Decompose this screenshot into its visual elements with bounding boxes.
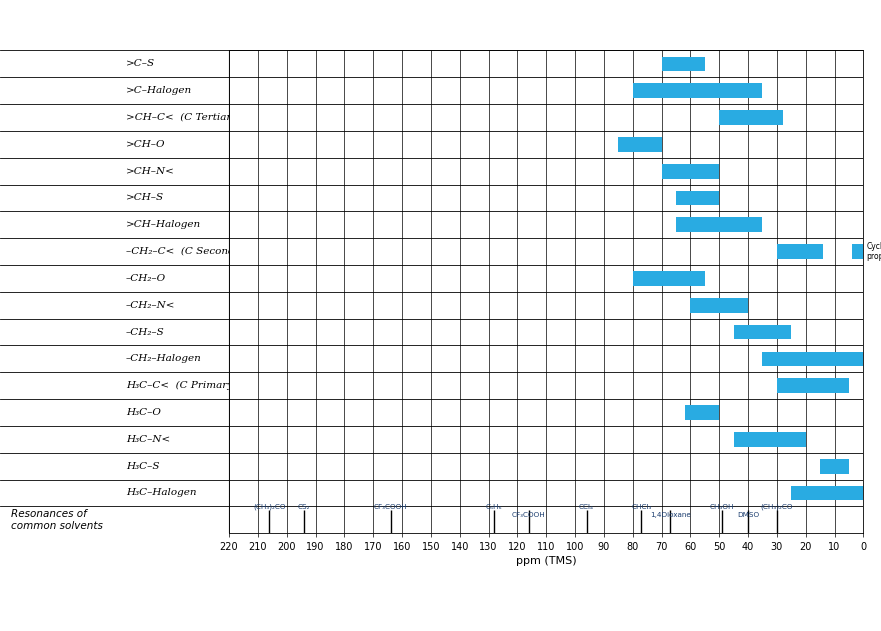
Bar xyxy=(791,486,863,500)
Text: –CH₂–Halogen: –CH₂–Halogen xyxy=(126,355,202,363)
Text: CF₃COOH: CF₃COOH xyxy=(512,512,546,519)
Text: >C–S: >C–S xyxy=(126,59,155,68)
Text: DMSO: DMSO xyxy=(737,512,759,519)
Text: H₃C–N<: H₃C–N< xyxy=(126,435,170,444)
Text: –CH₂–N<: –CH₂–N< xyxy=(126,301,175,310)
Text: >CH–Halogen: >CH–Halogen xyxy=(126,220,201,229)
Text: CHCl₃: CHCl₃ xyxy=(631,504,652,510)
Text: H₃C–S: H₃C–S xyxy=(126,462,159,471)
Bar xyxy=(719,110,782,125)
Bar xyxy=(691,298,748,312)
Bar xyxy=(633,271,705,286)
Text: >C–Halogen: >C–Halogen xyxy=(126,86,192,95)
Bar xyxy=(633,83,762,98)
Bar xyxy=(852,244,863,259)
Text: >CH–N<: >CH–N< xyxy=(126,167,174,175)
Text: >CH–S: >CH–S xyxy=(126,194,164,203)
Text: >CH–C<  (C Tertiary): >CH–C< (C Tertiary) xyxy=(126,113,241,122)
Text: (CH₃)₂CO: (CH₃)₂CO xyxy=(760,503,793,510)
Bar xyxy=(662,57,705,71)
Text: >CH–O: >CH–O xyxy=(126,140,166,149)
Text: Resonances of
common solvents: Resonances of common solvents xyxy=(11,509,103,531)
Bar xyxy=(820,459,849,473)
Text: C₆H₆: C₆H₆ xyxy=(486,504,502,510)
Bar xyxy=(676,218,762,232)
Text: CCl₄: CCl₄ xyxy=(579,504,594,510)
Text: (CH₃)₂CO: (CH₃)₂CO xyxy=(253,503,285,510)
Bar xyxy=(734,432,806,447)
Text: CH₃OH: CH₃OH xyxy=(710,504,735,510)
Text: CF₃COOH: CF₃COOH xyxy=(374,504,407,510)
Text: –CH₂–O: –CH₂–O xyxy=(126,274,167,283)
Text: 1,4Dioxane: 1,4Dioxane xyxy=(650,512,691,519)
Bar xyxy=(777,379,849,393)
Text: H₃C–C<  (C Primary): H₃C–C< (C Primary) xyxy=(126,381,237,390)
Bar xyxy=(685,405,719,420)
Bar xyxy=(734,325,791,339)
Bar xyxy=(618,137,662,151)
Text: –CH₂–S: –CH₂–S xyxy=(126,327,165,336)
X-axis label: ppm (TMS): ppm (TMS) xyxy=(516,557,576,567)
Bar xyxy=(662,164,719,179)
Text: Cyclo-
propane: Cyclo- propane xyxy=(866,242,881,261)
Text: CS₂: CS₂ xyxy=(298,504,310,510)
Text: H₃C–Halogen: H₃C–Halogen xyxy=(126,488,196,497)
Text: H₃C–O: H₃C–O xyxy=(126,408,161,417)
Text: –CH₂–C<  (C Secondary): –CH₂–C< (C Secondary) xyxy=(126,247,255,256)
Bar xyxy=(762,351,863,366)
Bar xyxy=(777,244,823,259)
Bar xyxy=(676,191,719,205)
